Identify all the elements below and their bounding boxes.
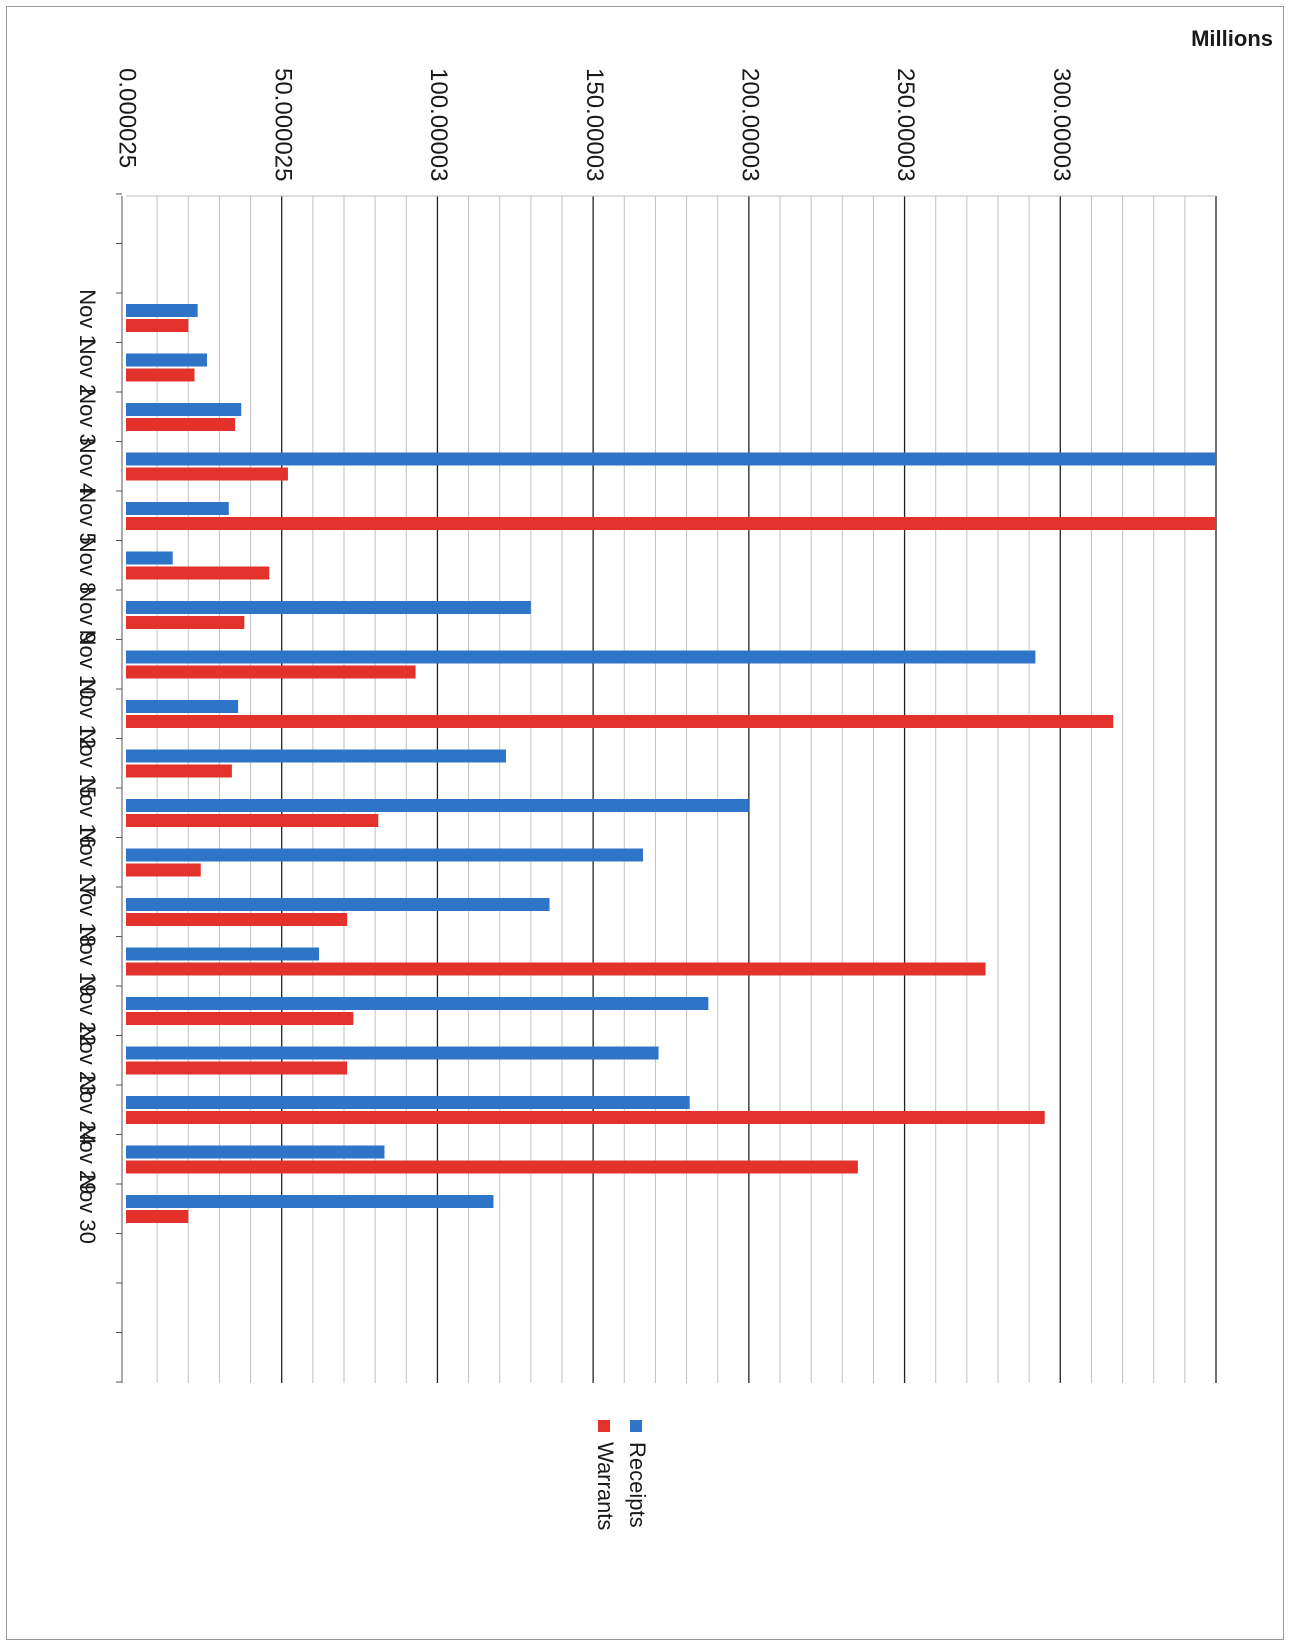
value-tick-label: 200.00003 — [737, 68, 764, 181]
bar-warrants-nov-9 — [126, 616, 245, 629]
bar-receipts-nov-30 — [126, 1195, 494, 1208]
legend-label-warrants: Warrants — [593, 1442, 618, 1530]
bar-warrants-nov-15 — [126, 764, 232, 778]
bar-warrants-nov-8 — [126, 566, 270, 580]
category-label: Nov 22 — [75, 976, 100, 1046]
bar-receipts-nov-24 — [126, 1096, 690, 1109]
bar-warrants-nov-22 — [126, 1012, 354, 1025]
category-label: Nov 8 — [75, 537, 100, 594]
bar-receipts-nov-16 — [126, 799, 749, 812]
category-label: Nov 29 — [75, 1125, 100, 1195]
bars — [126, 304, 1216, 1223]
category-label: Nov 10 — [75, 630, 100, 700]
bar-warrants-nov-3 — [126, 418, 235, 431]
category-label: Nov 2 — [75, 339, 100, 396]
legend-label-receipts: Receipts — [625, 1442, 650, 1528]
bar-warrants-nov-2 — [126, 368, 195, 382]
bar-receipts-nov-18 — [126, 898, 550, 911]
category-label: Nov 9 — [75, 586, 100, 643]
bar-receipts-nov-1 — [126, 304, 198, 317]
value-tick-label: 50.000025 — [269, 68, 296, 181]
bar-receipts-nov-15 — [126, 749, 506, 763]
category-label: Nov 5 — [75, 487, 100, 544]
bar-receipts-nov-22 — [126, 997, 709, 1010]
category-label: Nov 12 — [75, 679, 100, 749]
category-label: Nov 3 — [75, 388, 100, 445]
bar-warrants-nov-29 — [126, 1160, 858, 1174]
bar-warrants-nov-19 — [126, 962, 986, 976]
value-tick-label: 250.00003 — [892, 68, 919, 181]
category-label: Nov 1 — [75, 289, 100, 346]
category-label: Nov 17 — [75, 828, 100, 898]
bar-receipts-nov-12 — [126, 700, 239, 713]
bar-warrants-nov-23 — [126, 1061, 348, 1075]
bar-warrants-nov-24 — [126, 1111, 1045, 1124]
bar-warrants-nov-4 — [126, 467, 288, 481]
bar-receipts-nov-29 — [126, 1145, 385, 1159]
unit-label: Millions — [1191, 26, 1273, 51]
bar-warrants-nov-5 — [126, 517, 1216, 530]
value-tick-label: 150.00003 — [581, 68, 608, 181]
bar-warrants-nov-1 — [126, 319, 189, 332]
bar-warrants-nov-18 — [126, 913, 348, 926]
legend-swatch-receipts — [630, 1420, 642, 1432]
category-label: Nov 18 — [75, 877, 100, 947]
bar-receipts-nov-2 — [126, 353, 207, 367]
category-label: Nov 30 — [75, 1174, 100, 1244]
bar-receipts-nov-4 — [126, 452, 1216, 466]
category-label: Nov 24 — [75, 1075, 100, 1145]
category-label: Nov 15 — [75, 729, 100, 799]
gridlines — [126, 195, 1217, 1383]
bar-warrants-nov-30 — [126, 1210, 189, 1223]
bar-warrants-nov-12 — [126, 715, 1114, 728]
bar-receipts-nov-17 — [126, 848, 643, 862]
category-label: Nov 23 — [75, 1026, 100, 1096]
bar-receipts-nov-3 — [126, 403, 242, 416]
legend-swatch-warrants — [598, 1420, 610, 1432]
bar-warrants-nov-16 — [126, 814, 379, 827]
chart-frame — [6, 6, 1284, 1640]
category-label: Nov 4 — [75, 438, 100, 495]
bar-receipts-nov-23 — [126, 1046, 659, 1060]
value-tick-label: 300.00003 — [1048, 68, 1075, 181]
category-label: Nov 16 — [75, 778, 100, 848]
bar-receipts-nov-19 — [126, 947, 320, 961]
bar-receipts-nov-9 — [126, 601, 531, 614]
bar-warrants-nov-10 — [126, 665, 416, 679]
axes — [116, 193, 123, 1383]
bar-receipts-nov-10 — [126, 650, 1036, 664]
bar-warrants-nov-17 — [126, 863, 201, 877]
bar-receipts-nov-8 — [126, 551, 173, 565]
value-tick-label: 0.000025 — [114, 68, 141, 168]
category-label: Nov 19 — [75, 927, 100, 997]
bar-receipts-nov-5 — [126, 502, 229, 515]
legend: Receipts Warrants — [593, 1420, 650, 1530]
value-tick-label: 100.00003 — [425, 68, 452, 181]
